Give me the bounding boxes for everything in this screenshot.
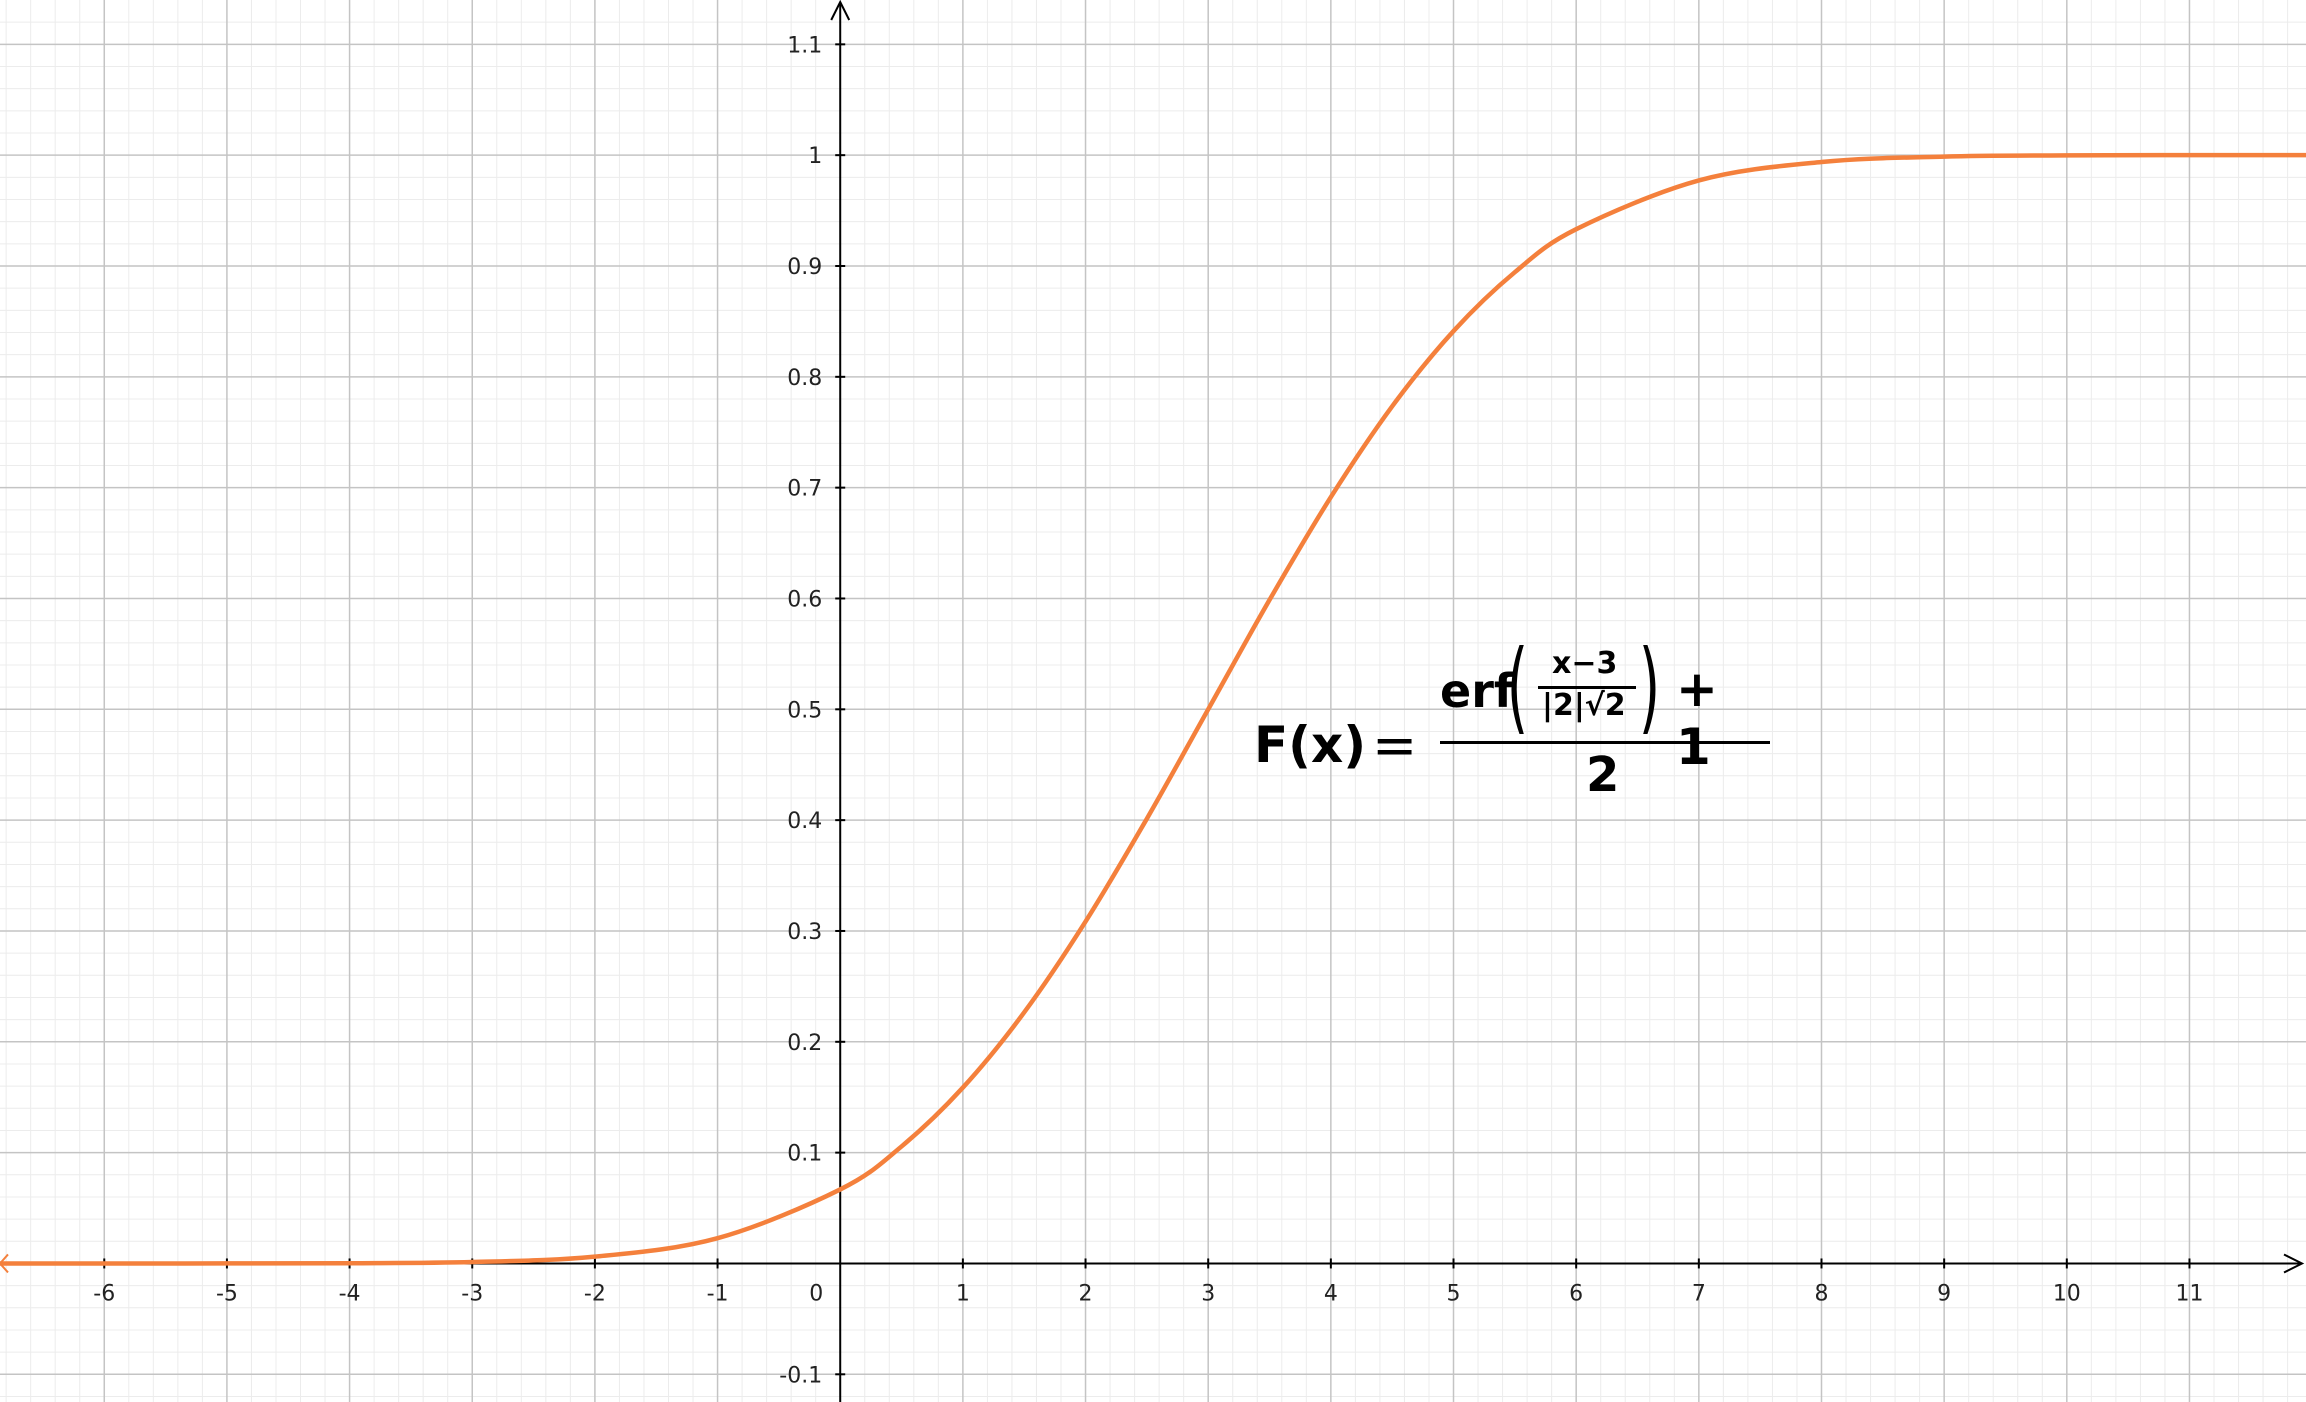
y-tick-label: 1.1 bbox=[787, 33, 822, 58]
y-tick-label: 0.1 bbox=[787, 1142, 822, 1167]
formula-denominator: 2 bbox=[1586, 747, 1620, 803]
formula-inner-numerator: x−3 bbox=[1552, 646, 1618, 681]
y-axis-arrow bbox=[830, 0, 851, 21]
y-tick-label: 1 bbox=[808, 144, 822, 169]
x-tick-label: 5 bbox=[1447, 1281, 1461, 1306]
x-tick-label: -1 bbox=[707, 1281, 729, 1306]
formula-inner-denominator: |2|√2 bbox=[1542, 688, 1626, 723]
y-tick-label: 0.4 bbox=[787, 809, 822, 834]
formula-erf: erf bbox=[1440, 664, 1514, 718]
y-tick-label: 0.8 bbox=[787, 366, 822, 391]
x-tick-label: 8 bbox=[1814, 1281, 1828, 1306]
x-tick-label: 11 bbox=[2175, 1281, 2203, 1306]
x-axis-arrow bbox=[2283, 1253, 2305, 1274]
curve-offscreen-arrow bbox=[0, 1253, 9, 1274]
x-tick-label: -5 bbox=[216, 1281, 238, 1306]
x-tick-label: 7 bbox=[1692, 1281, 1706, 1306]
x-tick-label: 1 bbox=[956, 1281, 970, 1306]
formula-annotation: F(x) = erf ( x−3 |2|√2 ) + 1 2 bbox=[1254, 628, 1774, 810]
formula-lhs: F(x) bbox=[1254, 716, 1367, 774]
y-tick-label: 0.6 bbox=[787, 587, 822, 612]
formula-plus-one: + 1 bbox=[1676, 660, 1718, 776]
series-layer bbox=[0, 152, 2306, 1266]
x-tick-label: -6 bbox=[93, 1281, 115, 1306]
cdf-curve bbox=[0, 152, 2306, 1266]
formula-inner-fraction-bar bbox=[1538, 686, 1636, 689]
tick-labels: -6 -5 -4 -3 -2 -1 0 1 2 3 4 5 6 7 8 9 10 11 -0.1 0.1 0.2 0.3 0… bbox=[93, 33, 2203, 1388]
y-tick-label: 0.7 bbox=[787, 477, 822, 502]
x-tick-label: 6 bbox=[1569, 1281, 1583, 1306]
formula-equals: = bbox=[1372, 714, 1418, 777]
x-tick-label: 4 bbox=[1324, 1281, 1338, 1306]
y-tick-label: 0.2 bbox=[787, 1031, 822, 1056]
x-tick-label: -3 bbox=[461, 1281, 483, 1306]
y-tick-label: 0.3 bbox=[787, 920, 822, 945]
y-tick-label: 0.9 bbox=[787, 255, 822, 280]
formula-paren-open: ( bbox=[1506, 628, 1529, 745]
x-tick-label: -4 bbox=[339, 1281, 361, 1306]
x-tick-label: 9 bbox=[1937, 1281, 1951, 1306]
x-tick-label: -2 bbox=[584, 1281, 606, 1306]
y-tick-label: -0.1 bbox=[779, 1363, 822, 1388]
formula-numerator: erf ( x−3 |2|√2 ) + 1 bbox=[1440, 628, 1770, 776]
x-tick-label: 2 bbox=[1079, 1281, 1093, 1306]
x-tick-label: 10 bbox=[2053, 1281, 2081, 1306]
formula-paren-close: ) bbox=[1638, 628, 1661, 745]
x-tick-label: 3 bbox=[1201, 1281, 1215, 1306]
x-tick-label: 0 bbox=[809, 1281, 823, 1306]
y-tick-label: 0.5 bbox=[787, 698, 822, 723]
formula-fraction-bar bbox=[1440, 741, 1770, 744]
